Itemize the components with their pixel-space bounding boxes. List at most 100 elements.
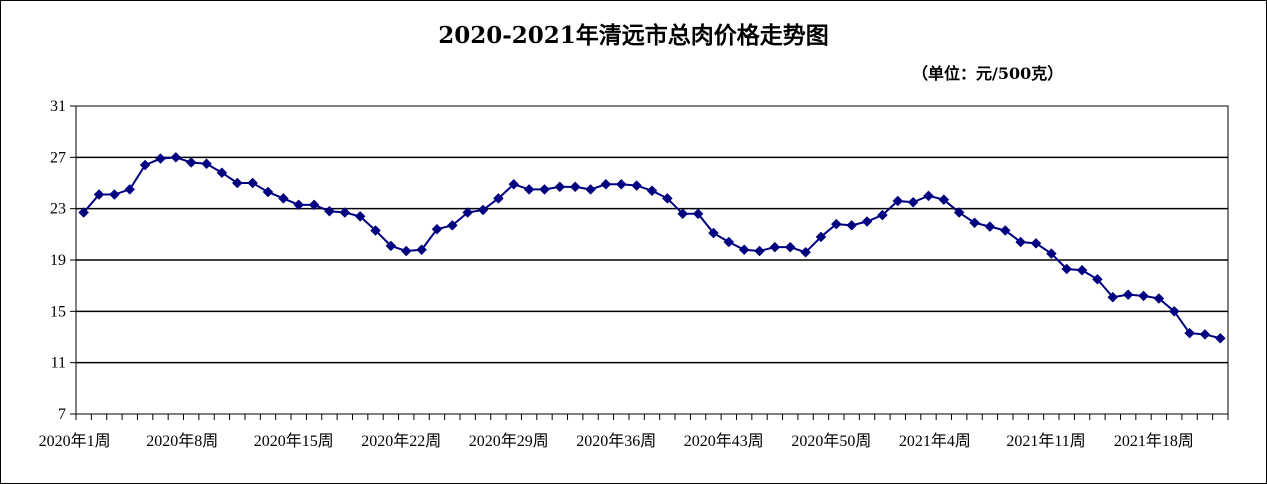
- y-tick-label: 23: [50, 201, 66, 218]
- data-point: [339, 207, 351, 218]
- y-tick-label: 7: [58, 406, 66, 423]
- data-point: [1092, 273, 1103, 285]
- data-point: [969, 217, 980, 229]
- data-point: [385, 240, 397, 252]
- data-point: [93, 189, 105, 200]
- data-point: [446, 219, 458, 231]
- gridlines: [75, 105, 1229, 415]
- data-point: [1046, 248, 1057, 259]
- data-point: [907, 196, 919, 208]
- y-axis-ticks: 7 11 15 19 23 27 31: [50, 98, 76, 423]
- data-point: [984, 221, 996, 232]
- data-point: [1168, 305, 1180, 317]
- data-point: [139, 159, 151, 171]
- data-point: [999, 225, 1011, 236]
- data-point: [600, 178, 612, 190]
- data-point: [523, 184, 535, 195]
- data-point: [1153, 293, 1165, 304]
- data-point: [1184, 327, 1195, 339]
- data-point: [293, 199, 305, 211]
- data-point: [462, 207, 474, 218]
- data-point: [400, 245, 412, 257]
- y-tick-label: 19: [50, 252, 66, 269]
- x-tick-label: 2020年43周: [684, 432, 764, 450]
- data-point: [231, 177, 243, 189]
- x-tick-label: 2020年8周: [146, 432, 218, 450]
- data-point: [1076, 264, 1088, 276]
- data-point: [938, 194, 950, 206]
- chart-title: 2020-2021年清远市总肉价格走势图: [438, 22, 829, 49]
- data-point: [1199, 329, 1211, 340]
- data-point: [784, 241, 796, 253]
- data-point: [308, 199, 320, 211]
- data-point: [585, 184, 596, 195]
- data-point: [1107, 291, 1119, 303]
- y-tick-label: 27: [50, 149, 66, 166]
- data-point: [554, 181, 566, 193]
- data-point: [1030, 237, 1042, 249]
- data-point: [477, 204, 489, 216]
- y-tick-label: 31: [50, 98, 66, 115]
- x-tick-label: 2020年36周: [576, 432, 656, 450]
- data-point: [892, 195, 904, 207]
- data-point: [354, 211, 366, 222]
- data-point: [493, 193, 504, 204]
- data-point: [923, 190, 934, 202]
- data-point: [723, 236, 735, 248]
- data-point: [846, 219, 858, 231]
- data-point: [1015, 236, 1026, 248]
- data-point: [800, 246, 811, 258]
- data-point: [416, 244, 427, 256]
- x-tick-label: 2020年50周: [791, 432, 871, 450]
- data-point: [370, 225, 381, 236]
- data-point: [1061, 263, 1073, 275]
- chart-unit-subtitle: （单位：元/500克）: [912, 64, 1064, 83]
- x-tick-label: 2021年4周: [899, 432, 971, 450]
- data-point: [631, 180, 642, 191]
- data-point: [708, 227, 719, 239]
- data-point: [830, 218, 842, 230]
- data-point: [1214, 332, 1226, 344]
- data-point: [247, 177, 258, 189]
- data-point: [569, 181, 581, 193]
- data-point: [662, 193, 673, 204]
- y-tick-label: 15: [50, 303, 66, 320]
- x-tick-label: 2020年15周: [254, 432, 334, 450]
- data-point: [738, 244, 750, 256]
- data-point: [324, 205, 335, 217]
- data-point: [646, 185, 658, 197]
- data-point: [78, 207, 90, 218]
- series-layer: [78, 151, 1226, 344]
- x-tick-label: 2020年1周: [39, 432, 111, 450]
- x-tick-label: 2021年11周: [1006, 432, 1085, 450]
- data-point: [185, 157, 197, 168]
- data-point: [109, 189, 120, 200]
- x-axis-ticks: 2020年1周 2020年8周 2020年15周 2020年22周 2020年29周 20…: [39, 414, 1229, 450]
- data-point: [754, 245, 765, 257]
- data-point: [508, 178, 520, 190]
- x-tick-label: 2020年22周: [361, 432, 441, 450]
- data-point: [216, 167, 228, 179]
- data-point: [201, 158, 212, 170]
- data-point: [262, 186, 274, 198]
- y-tick-label: 11: [51, 355, 66, 372]
- data-point: [431, 223, 443, 235]
- data-point: [769, 241, 781, 253]
- data-point: [615, 178, 627, 190]
- x-tick-label: 2020年29周: [469, 432, 549, 450]
- data-point: [877, 209, 888, 221]
- data-point: [692, 208, 704, 220]
- data-point: [155, 153, 166, 164]
- data-point: [677, 208, 689, 220]
- data-point: [278, 193, 289, 204]
- data-point: [861, 216, 873, 227]
- data-point: [539, 184, 550, 195]
- data-point: [953, 207, 965, 218]
- data-point: [170, 151, 182, 163]
- data-point: [124, 184, 136, 195]
- data-point: [1122, 289, 1134, 301]
- x-tick-label: 2021年18周: [1114, 432, 1194, 450]
- data-point: [1138, 290, 1149, 302]
